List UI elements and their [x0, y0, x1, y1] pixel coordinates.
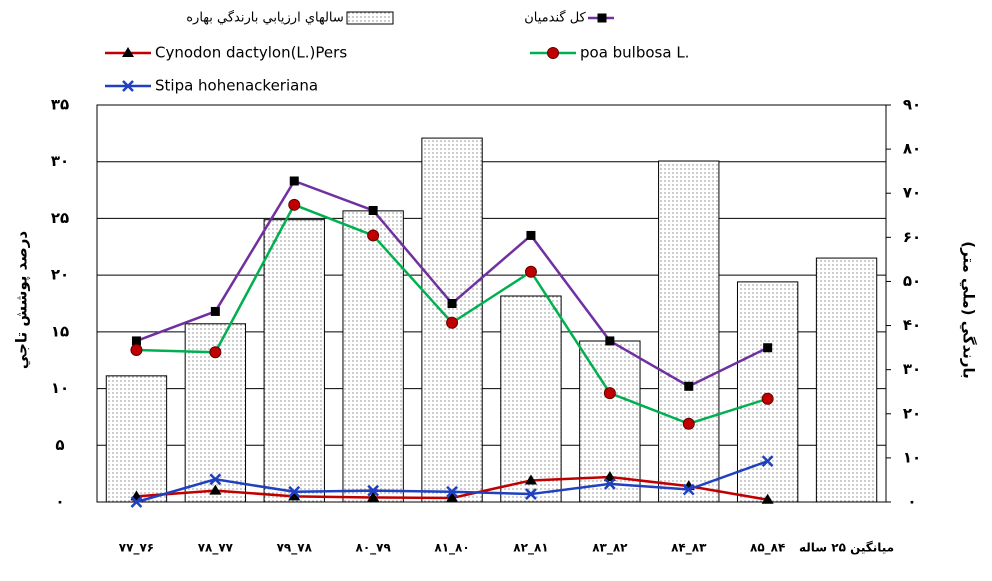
legend-label: Cynodon dactylon(L.)Pers — [155, 44, 347, 62]
marker — [525, 488, 537, 500]
marker — [209, 473, 222, 486]
y2-tick-label: ۳۰ — [903, 360, 921, 378]
marker — [209, 346, 222, 359]
marker — [446, 316, 459, 329]
marker — [210, 306, 220, 316]
y2-tick-label: ۸۰ — [903, 140, 921, 158]
marker — [605, 336, 615, 346]
marker — [368, 205, 378, 215]
marker — [288, 490, 301, 501]
x-tick-label: ۸۱_۸۰ — [434, 541, 469, 556]
marker — [597, 13, 607, 23]
marker — [130, 496, 143, 508]
bar — [342, 210, 404, 503]
marker — [603, 471, 616, 482]
marker — [547, 47, 559, 59]
y2-tick-label: ۹۰ — [903, 96, 921, 114]
marker — [367, 484, 380, 497]
y2-tick-label: ۶۰ — [903, 228, 921, 246]
marker — [288, 198, 301, 211]
y-tick-label: ۱۰ — [51, 379, 69, 397]
marker — [367, 491, 380, 502]
marker — [288, 485, 301, 498]
marker — [367, 229, 380, 242]
marker — [289, 176, 299, 186]
y-axis-label: درصد پوشش تاجي — [13, 231, 32, 369]
x-tick-label: ۸۳_۸۲ — [592, 541, 628, 556]
marker — [131, 336, 141, 346]
bar — [500, 295, 562, 503]
bar — [105, 375, 168, 503]
plot-frame — [96, 104, 887, 503]
marker — [763, 343, 773, 353]
marker — [447, 299, 457, 308]
marker — [446, 492, 459, 503]
y-tick-label: ۲۵ — [51, 209, 69, 227]
marker — [682, 483, 695, 496]
x-tick-label: ۸۵_۸۴ — [750, 541, 785, 556]
y2-tick-label: ۲۰ — [903, 404, 921, 422]
marker — [761, 392, 774, 405]
marker — [761, 455, 774, 468]
marker — [761, 493, 774, 504]
bar — [658, 160, 720, 503]
marker — [524, 474, 537, 485]
x-tick-label: ۸۲_۸۱ — [513, 541, 548, 556]
marker — [603, 387, 616, 400]
x-tick-label: ۸۰_۷۹ — [356, 541, 392, 556]
y-tick-label: ۲۰ — [51, 266, 69, 284]
marker — [682, 417, 695, 430]
legend-swatch — [346, 11, 394, 25]
marker — [684, 381, 694, 391]
marker — [446, 485, 458, 498]
y-tick-label: ۳۰ — [51, 152, 69, 170]
y-tick-label: ۰ — [55, 493, 64, 511]
legend-label: سالهاي ارزيابي بارندگي بهاره — [186, 10, 344, 26]
y2-tick-label: ۵۰ — [903, 272, 921, 290]
x-tick-label: ۷۷_۷۶ — [119, 541, 154, 556]
legend-label: poa bulbosa L. — [580, 44, 689, 62]
y2-tick-label: ۷۰ — [903, 184, 921, 202]
bar — [815, 257, 878, 503]
x-tick-label: ۷۸_۷۷ — [198, 541, 234, 556]
marker — [122, 47, 134, 57]
y2-tick-label: ۴۰ — [903, 316, 921, 334]
y-tick-label: ۱۵ — [51, 322, 69, 340]
legend-label: كل گندميان — [524, 10, 586, 26]
x-tick-label: ۷۹_۷۸ — [277, 541, 313, 556]
y2-tick-label: ۰ — [907, 493, 916, 511]
marker — [524, 265, 537, 278]
x-tick-label: ۸۴_۸۳ — [671, 541, 707, 556]
y-tick-label: ۵ — [55, 436, 64, 454]
y2-tick-label: ۱۰ — [903, 448, 921, 466]
marker — [130, 344, 143, 357]
y2-axis-label: بارندگي (ملي متر) — [960, 241, 978, 379]
x-tick-label: میانگین ۲۵ ساله — [799, 541, 894, 555]
marker — [122, 80, 134, 92]
legend-label: Stipa hohenackeriana — [155, 77, 318, 95]
marker — [526, 230, 536, 240]
marker — [209, 484, 222, 495]
marker — [603, 477, 616, 490]
bar — [263, 219, 325, 503]
y-tick-label: ۳۵ — [51, 96, 69, 114]
